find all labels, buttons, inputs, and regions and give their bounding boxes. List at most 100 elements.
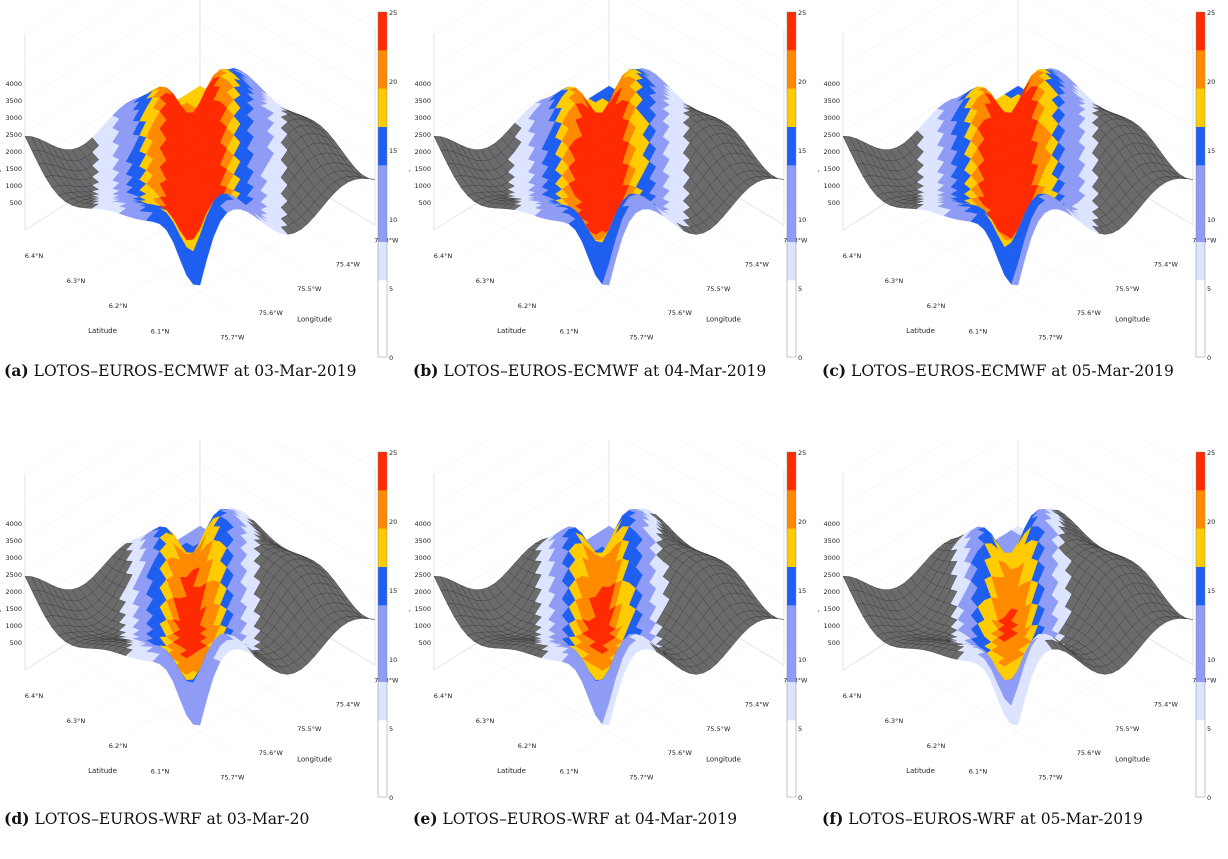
colorbar-band-c bbox=[1196, 242, 1205, 281]
colorbar-band-d bbox=[378, 490, 387, 530]
colorbar-band-b bbox=[787, 165, 796, 205]
z-tick-label-c: 1500 bbox=[823, 165, 840, 173]
z-tick-label-f: 2500 bbox=[823, 571, 840, 579]
lat-tick-label-e: 6.1°N bbox=[560, 767, 579, 775]
colorbar-tick-label-b: 0 bbox=[798, 354, 802, 362]
wall-gridline-b bbox=[433, 21, 785, 133]
caption-text-d: LOTOS–EUROS-WRF at 03-Mar-20 bbox=[34, 810, 310, 828]
colorbar-tick-label-b: 25 bbox=[798, 9, 806, 17]
wall-gridline-a bbox=[24, 21, 376, 133]
panel-d: 500 1000 1500 2000 2500 3000 3500 4000 Height [m… bbox=[0, 440, 409, 859]
colorbar-band-e bbox=[787, 605, 796, 645]
colorbar-band-c bbox=[1196, 280, 1205, 320]
colorbar-tick-label-b: 5 bbox=[798, 285, 802, 293]
wall-gridline-f bbox=[842, 440, 1194, 540]
wall-gridline-b bbox=[433, 0, 785, 100]
z-tick-label-b: 3500 bbox=[414, 97, 431, 105]
floor-gridline-c bbox=[877, 207, 1054, 314]
colorbar-tick-label-b: 20 bbox=[798, 78, 806, 86]
z-tick-label-c: 2500 bbox=[823, 131, 840, 139]
lon-tick-label-e: 75.5°W bbox=[706, 725, 731, 733]
z-tick-label-f: 3000 bbox=[823, 554, 840, 562]
floor-gridline-f bbox=[877, 647, 1054, 754]
lon-tick-label-f: 75.7°W bbox=[1038, 773, 1063, 781]
colorbar-band-f bbox=[1196, 682, 1205, 721]
colorbar-band-b bbox=[787, 203, 796, 243]
colorbar-band-b bbox=[787, 318, 796, 358]
z-tick-label-c: 3500 bbox=[823, 97, 840, 105]
colorbar-tick-label-c: 10 bbox=[1207, 216, 1215, 224]
lat-tick-label-f: 6.2°N bbox=[927, 742, 946, 750]
floor-gridline-e bbox=[573, 643, 750, 755]
caption-a: (a) LOTOS–EUROS-ECMWF at 03-Mar-2019 bbox=[4, 361, 357, 381]
wall-gridline-a bbox=[24, 0, 376, 67]
colorbar-band-a bbox=[378, 127, 387, 166]
caption-text-f: LOTOS–EUROS-WRF at 05-Mar-2019 bbox=[848, 810, 1143, 828]
caption-text-c: LOTOS–EUROS-ECMWF at 05-Mar-2019 bbox=[851, 362, 1174, 380]
colorbar-band-e bbox=[787, 758, 796, 798]
z-tick-label-a: 1000 bbox=[5, 182, 22, 190]
wall-gridline-f bbox=[842, 461, 1194, 573]
lat-tick-label-a: 6.4°N bbox=[25, 252, 44, 260]
lat-tick-label-c: 6.3°N bbox=[885, 277, 904, 285]
colorbar-band-a bbox=[378, 280, 387, 320]
y-axis-label-e: Longitude bbox=[706, 755, 741, 763]
surface-cell-b bbox=[602, 259, 617, 286]
colorbar-band-c bbox=[1196, 12, 1205, 51]
z-tick-label-d: 3000 bbox=[5, 554, 22, 562]
x-axis-label-c: Latitude bbox=[906, 327, 935, 335]
surface-f bbox=[842, 508, 1194, 726]
lat-tick-label-b: 6.3°N bbox=[476, 277, 495, 285]
caption-e: (e) LOTOS–EUROS-WRF at 04-Mar-2019 bbox=[413, 809, 738, 829]
chart-f: 500 1000 1500 2000 2500 3000 3500 4000 Height [m… bbox=[818, 440, 1217, 802]
chart-e: 500 1000 1500 2000 2500 3000 3500 4000 Height [m… bbox=[409, 440, 808, 802]
z-tick-label-e: 1000 bbox=[414, 622, 431, 630]
colorbar-band-c bbox=[1196, 127, 1205, 166]
colorbar-band-e bbox=[787, 643, 796, 683]
colorbar-band-a bbox=[378, 203, 387, 243]
wall-gridline-e bbox=[433, 440, 785, 507]
z-axis-label-b: Height [m] bbox=[409, 147, 410, 185]
z-tick-label-a: 3000 bbox=[5, 114, 22, 122]
z-tick-label-a: 3500 bbox=[5, 97, 22, 105]
lat-tick-label-d: 6.2°N bbox=[109, 742, 128, 750]
y-axis-label-a: Longitude bbox=[297, 315, 332, 323]
colorbar-f: 0 5 10 15 20 25 bbox=[1195, 449, 1215, 802]
z-tick-label-f: 3500 bbox=[823, 537, 840, 545]
z-tick-label-c: 1000 bbox=[823, 182, 840, 190]
z-tick-label-f: 1000 bbox=[823, 622, 840, 630]
caption-d: (d) LOTOS–EUROS-WRF at 03-Mar-20 bbox=[4, 809, 310, 829]
surface-b bbox=[433, 68, 785, 286]
colorbar-tick-label-f: 15 bbox=[1207, 587, 1215, 595]
colorbar-band-e bbox=[787, 528, 796, 568]
colorbar-band-b bbox=[787, 127, 796, 166]
z-tick-label-c: 500 bbox=[828, 199, 840, 207]
colorbar-tick-label-a: 5 bbox=[389, 285, 393, 293]
surface-a bbox=[24, 68, 376, 286]
lon-tick-label-c: 75.6°W bbox=[1077, 309, 1102, 317]
floor-gridline-b bbox=[468, 207, 645, 314]
z-tick-label-f: 4000 bbox=[823, 520, 840, 528]
z-tick-label-b: 4000 bbox=[414, 80, 431, 88]
colorbar-band-c bbox=[1196, 50, 1205, 90]
colorbar-tick-label-d: 20 bbox=[389, 518, 397, 526]
lon-tick-label-b: 75.6°W bbox=[668, 309, 693, 317]
z-tick-label-b: 2000 bbox=[414, 148, 431, 156]
wall-gridline-c bbox=[842, 0, 1194, 100]
lat-tick-label-c: 6.1°N bbox=[969, 327, 988, 335]
caption-text-a: LOTOS–EUROS-ECMWF at 03-Mar-2019 bbox=[33, 362, 357, 380]
lat-tick-label-c: 6.4°N bbox=[843, 252, 862, 260]
x-axis-label-e: Latitude bbox=[497, 767, 526, 775]
z-tick-label-f: 2000 bbox=[823, 588, 840, 596]
colorbar-band-a bbox=[378, 12, 387, 51]
lat-tick-label-a: 6.3°N bbox=[67, 277, 86, 285]
colorbar-band-f bbox=[1196, 643, 1205, 683]
lon-tick-label-a: 75.6°W bbox=[259, 309, 284, 317]
y-axis-label-f: Longitude bbox=[1115, 755, 1150, 763]
wall-gridline-a bbox=[24, 0, 376, 100]
colorbar-band-e bbox=[787, 682, 796, 721]
z-tick-label-c: 3000 bbox=[823, 114, 840, 122]
caption-c: (c) LOTOS–EUROS-ECMWF at 05-Mar-2019 bbox=[822, 361, 1174, 381]
lat-tick-label-c: 6.2°N bbox=[927, 302, 946, 310]
colorbar-band-c bbox=[1196, 165, 1205, 205]
